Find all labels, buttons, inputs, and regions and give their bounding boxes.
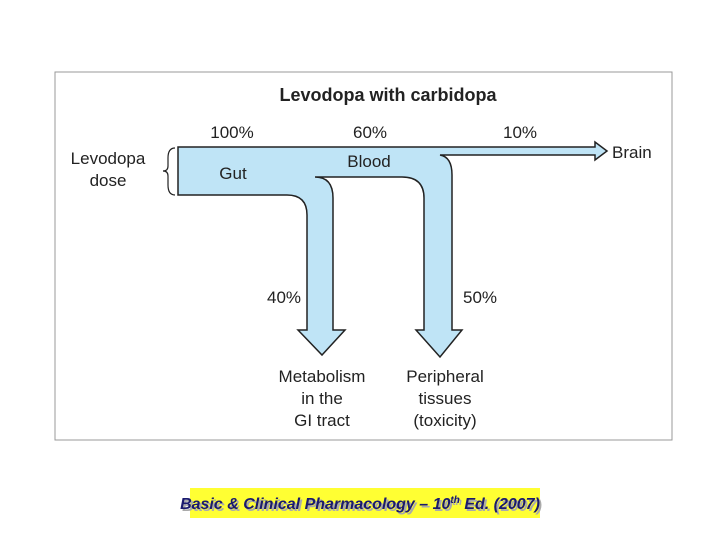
text-line: tissues — [419, 389, 472, 408]
title: Levodopa with carbidopa — [279, 85, 497, 105]
flow-label: Brain — [612, 143, 652, 162]
percent: 50% — [463, 288, 497, 307]
flow-shape — [177, 140, 609, 359]
citation-rest: Ed. (2007) — [460, 496, 540, 513]
source-label: Levodopa dose — [71, 149, 146, 190]
frame — [54, 71, 673, 441]
flow-label: Gut — [219, 164, 247, 183]
text-line: in the — [301, 389, 343, 408]
citation-main: Basic & Clinical Pharmacology – 10 — [180, 496, 450, 513]
text-line: dose — [90, 171, 127, 190]
text-line: GI tract — [294, 411, 350, 430]
flow-label: Peripheral tissues (toxicity) — [406, 367, 484, 430]
citation-sup: th — [450, 495, 459, 506]
citation: Basic & Clinical Pharmacology – 10th Ed.… — [180, 495, 540, 513]
text-line: Metabolism — [279, 367, 366, 386]
flow-label: Metabolism in the GI tract — [279, 367, 366, 430]
text-line: (toxicity) — [413, 411, 476, 430]
brace — [162, 147, 176, 196]
citation-main: Basic & Clinical Pharmacology – 10 — [182, 498, 452, 515]
citation-sup: th — [452, 497, 461, 508]
text-line: Peripheral — [406, 367, 484, 386]
percent: 40% — [267, 288, 301, 307]
text-line: Levodopa — [71, 149, 146, 168]
percent: 100% — [210, 123, 253, 142]
percent: 60% — [353, 123, 387, 142]
citation-rest: Ed. (2007) — [462, 498, 542, 515]
flow-label: Blood — [347, 152, 390, 171]
citation-shadow: Basic & Clinical Pharmacology – 10th Ed.… — [182, 497, 542, 515]
citation-highlight — [190, 488, 540, 518]
percent: 10% — [503, 123, 537, 142]
